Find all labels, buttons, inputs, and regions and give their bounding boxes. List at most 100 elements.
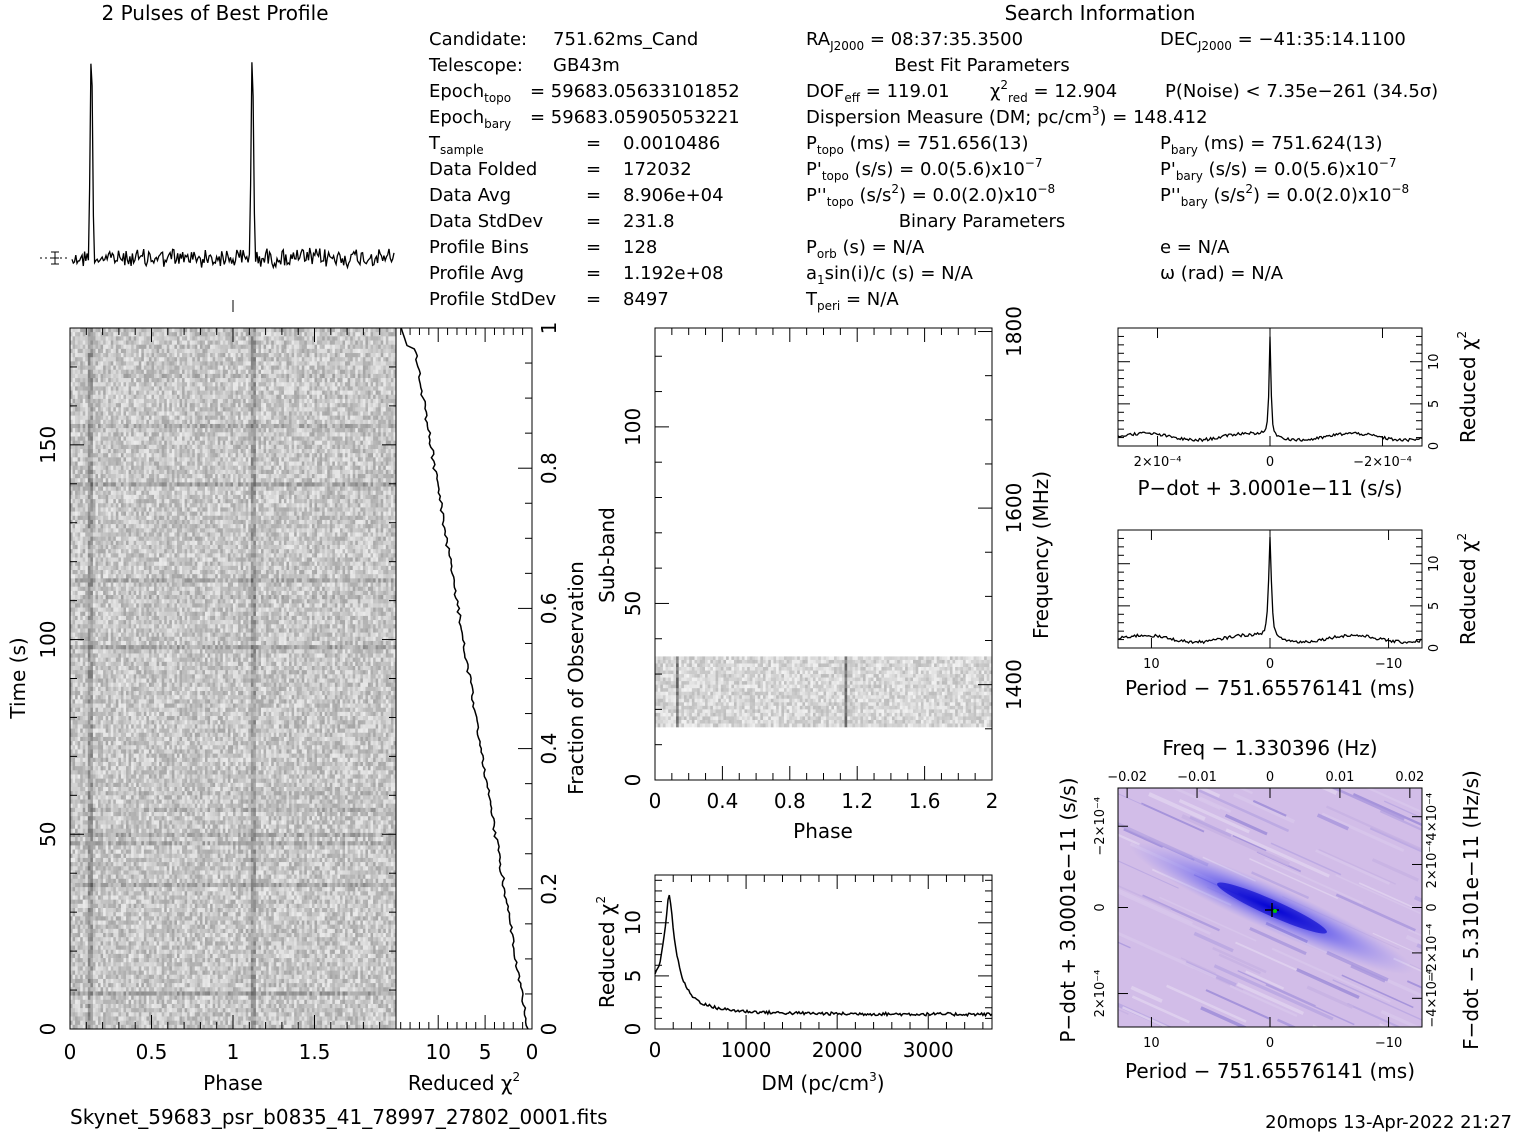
time-phase-pixel <box>302 345 305 349</box>
time-phase-pixel <box>88 366 91 370</box>
time-phase-pixel <box>386 332 389 336</box>
time-phase-pixel <box>139 341 142 345</box>
time-phase-pixel <box>246 328 249 332</box>
time-phase-pixel <box>182 341 185 345</box>
time-phase-pixel <box>276 328 279 332</box>
time-phase-pixel <box>131 345 134 349</box>
time-phase-pixel <box>159 336 162 340</box>
time-phase-pixel <box>320 357 323 361</box>
time-phase-pixel <box>246 361 249 365</box>
time-phase-pixel <box>376 332 379 336</box>
time-phase-pixel <box>83 332 86 336</box>
time-phase-pixel <box>149 366 152 370</box>
time-phase-pixel <box>337 345 340 349</box>
time-phase-pixel <box>90 332 93 336</box>
time-phase-pixel <box>220 345 223 349</box>
time-phase-pixel <box>340 366 343 370</box>
time-phase-pixel <box>292 361 295 365</box>
time-phase-pixel <box>213 336 216 340</box>
time-phase-pixel <box>200 357 203 361</box>
time-phase-pixel <box>325 332 328 336</box>
time-phase-pixel <box>276 366 279 370</box>
search-info-title: Search Information <box>1005 1 1196 25</box>
time-phase-pixel <box>378 345 381 349</box>
time-phase-pixel <box>325 336 328 340</box>
time-phase-pixel <box>388 357 391 361</box>
time-phase-pixel <box>159 328 162 332</box>
time-phase-pixel <box>141 361 144 365</box>
time-phase-pixel <box>343 353 346 357</box>
time-phase-pixel <box>118 345 121 349</box>
time-phase-pixel <box>75 328 78 332</box>
time-phase-pixel <box>182 345 185 349</box>
time-phase-pixel <box>75 370 78 374</box>
time-phase-pixel <box>118 361 121 365</box>
time-phase-pixel <box>101 361 104 365</box>
time-phase-pixel <box>327 366 330 370</box>
time-phase-pixel <box>205 353 208 357</box>
time-phase-pixel <box>200 353 203 357</box>
time-phase-pixel <box>320 341 323 345</box>
time-phase-pixel <box>123 361 126 365</box>
time-phase-pixel <box>111 366 114 370</box>
time-phase-pixel <box>152 349 155 353</box>
time-phase-pixel <box>371 361 374 365</box>
time-phase-pixel <box>200 341 203 345</box>
time-phase-pixel <box>391 349 394 353</box>
time-phase-pixel <box>261 349 264 353</box>
time-phase-pixel <box>258 361 261 365</box>
time-phase-pixel <box>162 349 165 353</box>
time-phase-pixel <box>355 366 358 370</box>
time-phase-pixel <box>297 353 300 357</box>
time-phase-pixel <box>302 328 305 332</box>
time-phase-pixel <box>360 341 363 345</box>
time-phase-pixel <box>80 341 83 345</box>
time-phase-pixel <box>197 361 200 365</box>
time-phase-pixel <box>271 361 274 365</box>
time-phase-pixel <box>383 357 386 361</box>
time-phase-pixel <box>345 366 348 370</box>
time-phase-pixel <box>139 357 142 361</box>
time-phase-pixel <box>304 357 307 361</box>
time-phase-pixel <box>236 353 239 357</box>
info-omega: ω (rad) = N/A <box>1160 263 1284 284</box>
time-phase-pixel <box>177 366 180 370</box>
time-phase-pixel <box>386 345 389 349</box>
time-phase-pixel <box>371 349 374 353</box>
time-phase-pixel <box>106 366 109 370</box>
time-phase-pixel <box>126 341 129 345</box>
time-phase-pixel <box>315 345 318 349</box>
time-phase-pixel <box>241 336 244 340</box>
time-phase-pixel <box>376 366 379 370</box>
time-phase-pixel <box>195 332 198 336</box>
time-phase-pixel <box>388 361 391 365</box>
time-phase-pixel <box>350 332 353 336</box>
time-phase-pixel <box>103 341 106 345</box>
time-phase-pixel <box>236 357 239 361</box>
time-phase-pixel <box>264 357 267 361</box>
time-phase-pixel <box>348 353 351 357</box>
time-phase-pixel <box>113 353 116 357</box>
time-phase-pixel <box>174 353 177 357</box>
time-phase-pixel <box>386 341 389 345</box>
time-phase-pixel <box>312 349 315 353</box>
time-phase-pixel <box>223 332 226 336</box>
time-phase-pixel <box>373 341 376 345</box>
time-phase-pixel <box>241 328 244 332</box>
time-phase-pixel <box>330 357 333 361</box>
binary-title: Binary Parameters <box>899 211 1066 232</box>
time-phase-pixel <box>238 345 241 349</box>
time-phase-pixel <box>340 361 343 365</box>
time-phase-pixel <box>202 353 205 357</box>
info-epoch-bary-value: = 59683.05905053221 <box>530 107 740 128</box>
time-phase-pixel <box>225 328 228 332</box>
time-phase-pixel <box>172 345 175 349</box>
time-phase-pixel <box>371 366 374 370</box>
time-phase-pixel <box>302 353 305 357</box>
time-phase-pixel <box>322 353 325 357</box>
time-phase-pixel <box>340 357 343 361</box>
time-phase-pixel <box>98 336 101 340</box>
time-phase-pixel <box>218 341 221 345</box>
time-phase-pixel <box>225 361 228 365</box>
time-phase-pixel <box>200 366 203 370</box>
